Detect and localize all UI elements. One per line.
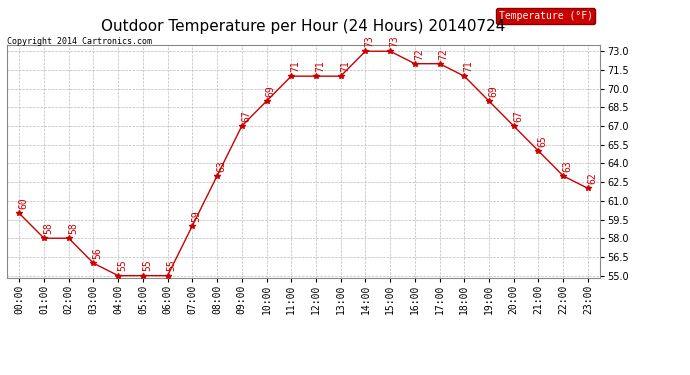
Text: 55: 55 xyxy=(167,260,177,272)
Text: 63: 63 xyxy=(216,160,226,172)
Legend: Temperature (°F): Temperature (°F) xyxy=(495,8,595,24)
Text: 55: 55 xyxy=(117,260,128,272)
Text: 69: 69 xyxy=(489,85,498,97)
Text: 62: 62 xyxy=(587,172,597,184)
Text: 60: 60 xyxy=(19,197,28,209)
Text: 55: 55 xyxy=(142,260,152,272)
Text: 59: 59 xyxy=(192,210,201,222)
Text: 67: 67 xyxy=(241,110,251,122)
Text: 71: 71 xyxy=(315,60,325,72)
Text: 71: 71 xyxy=(340,60,350,72)
Text: 69: 69 xyxy=(266,85,276,97)
Text: 71: 71 xyxy=(464,60,473,72)
Text: 58: 58 xyxy=(43,222,53,234)
Text: Outdoor Temperature per Hour (24 Hours) 20140724: Outdoor Temperature per Hour (24 Hours) … xyxy=(101,19,506,34)
Text: 67: 67 xyxy=(513,110,523,122)
Text: 58: 58 xyxy=(68,222,78,234)
Text: 71: 71 xyxy=(290,60,300,72)
Text: 65: 65 xyxy=(538,135,548,147)
Text: 72: 72 xyxy=(439,48,449,60)
Text: 73: 73 xyxy=(364,35,375,47)
Text: 56: 56 xyxy=(92,247,103,259)
Text: 72: 72 xyxy=(414,48,424,60)
Text: 73: 73 xyxy=(389,35,400,47)
Text: 63: 63 xyxy=(562,160,573,172)
Text: Copyright 2014 Cartronics.com: Copyright 2014 Cartronics.com xyxy=(7,38,152,46)
